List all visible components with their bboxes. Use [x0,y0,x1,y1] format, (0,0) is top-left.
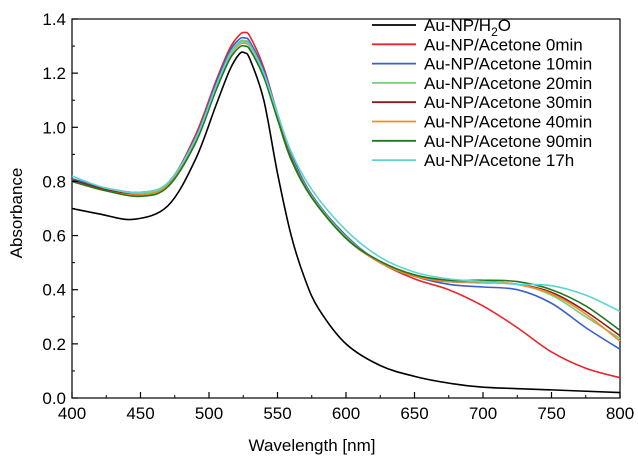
legend-label-6: Au-NP/Acetone 90min [424,132,592,151]
x-tick-label: 700 [469,404,497,423]
legend-label-3: Au-NP/Acetone 20min [424,74,592,93]
y-tick-label: 0.4 [42,281,66,300]
series-line-6 [71,44,621,331]
x-tick-label: 800 [606,404,634,423]
y-tick-label: 1.0 [42,118,66,137]
x-axis: 400 450 500 550 600 650 700 750 800 [58,392,634,423]
y-axis: 0.0 0.2 0.4 0.6 0.8 1.0 1.2 1.4 [42,10,78,408]
x-tick-label: 750 [537,404,565,423]
x-tick-label: 400 [58,404,86,423]
x-tick-label: 500 [195,404,223,423]
y-tick-label: 0.2 [42,335,66,354]
y-tick-label: 0.0 [42,389,66,408]
legend-label-1: Au-NP/Acetone 0min [424,35,583,54]
x-tick-label: 600 [332,404,360,423]
x-tick-label: 450 [126,404,154,423]
series-line-7 [71,40,621,313]
x-tick-label: 650 [400,404,428,423]
y-tick-label: 1.4 [42,10,66,29]
y-axis-title: Absorbance [7,168,26,259]
x-axis-title: Wavelength [nm] [249,436,376,455]
legend-label-4: Au-NP/Acetone 30min [424,93,592,112]
legend-label-5: Au-NP/Acetone 40min [424,113,592,132]
y-tick-label: 0.6 [42,227,66,246]
legend-label-0: Au-NP/H2O [424,16,511,39]
y-tick-label: 0.8 [42,172,66,191]
y-tick-label: 1.2 [42,64,66,83]
legend-label-2: Au-NP/Acetone 10min [424,55,592,74]
x-tick-label: 550 [263,404,291,423]
legend-label-7: Au-NP/Acetone 17h [424,151,574,170]
series-line-0 [71,51,621,394]
series-layer [71,31,621,394]
